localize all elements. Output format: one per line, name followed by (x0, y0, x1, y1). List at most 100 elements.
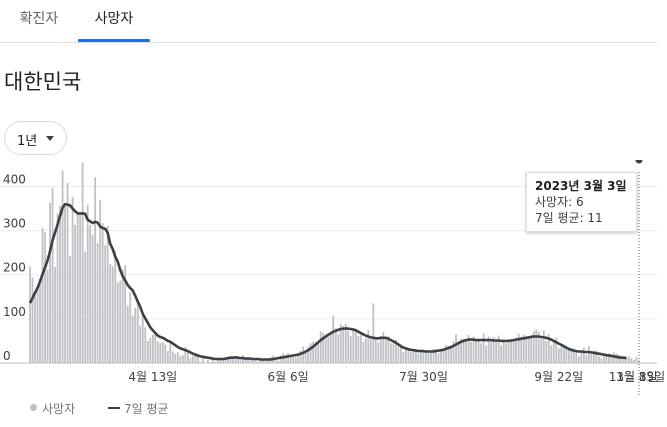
bar[interactable] (417, 353, 420, 363)
bar[interactable] (199, 361, 202, 363)
bar[interactable] (620, 356, 623, 363)
bar[interactable] (633, 359, 635, 363)
bar[interactable] (71, 197, 74, 363)
bar[interactable] (405, 347, 407, 363)
bar[interactable] (515, 337, 518, 363)
bar[interactable] (367, 329, 370, 363)
bar[interactable] (44, 231, 46, 363)
bar[interactable] (344, 323, 347, 363)
bar[interactable] (239, 360, 242, 363)
bar[interactable] (462, 338, 465, 363)
bar[interactable] (34, 295, 36, 363)
bar[interactable] (603, 355, 605, 363)
tab-cases[interactable]: 확진자 (19, 11, 59, 27)
bar[interactable] (169, 342, 172, 363)
bar[interactable] (555, 337, 558, 363)
bar[interactable] (141, 315, 144, 363)
bar[interactable] (309, 343, 312, 363)
bar[interactable] (304, 350, 307, 363)
bar[interactable] (156, 341, 159, 363)
bar[interactable] (41, 227, 44, 363)
bar[interactable] (527, 336, 530, 363)
bar[interactable] (522, 334, 525, 363)
bar[interactable] (334, 328, 337, 363)
bar[interactable] (46, 269, 49, 363)
bar[interactable] (505, 343, 508, 363)
bar[interactable] (477, 340, 480, 363)
bar[interactable] (480, 343, 483, 363)
bar[interactable] (81, 162, 84, 363)
bar[interactable] (154, 332, 157, 363)
bar[interactable] (359, 334, 362, 363)
bar[interactable] (565, 347, 568, 363)
bar[interactable] (249, 359, 252, 363)
bar[interactable] (347, 330, 350, 363)
bar[interactable] (407, 348, 410, 363)
bar[interactable] (625, 358, 628, 363)
bar[interactable] (628, 356, 630, 363)
bar[interactable] (222, 359, 224, 363)
bar[interactable] (227, 358, 229, 363)
bar[interactable] (567, 347, 570, 363)
bar[interactable] (374, 336, 377, 363)
bar[interactable] (485, 345, 488, 363)
bar[interactable] (166, 351, 169, 363)
bar[interactable] (339, 324, 342, 363)
bar[interactable] (525, 338, 528, 363)
bar[interactable] (229, 355, 232, 363)
bar[interactable] (327, 336, 330, 363)
bar[interactable] (202, 358, 204, 363)
bar[interactable] (136, 302, 139, 363)
bar[interactable] (595, 350, 598, 363)
bar[interactable] (191, 355, 194, 363)
bar[interactable] (114, 251, 117, 363)
bar[interactable] (116, 282, 119, 363)
bar[interactable] (337, 334, 340, 363)
bar[interactable] (630, 358, 633, 363)
bar[interactable] (542, 330, 545, 363)
bar[interactable] (124, 265, 127, 363)
bar[interactable] (252, 359, 254, 363)
bar[interactable] (279, 355, 282, 363)
bar[interactable] (400, 345, 402, 363)
bar[interactable] (597, 355, 600, 363)
bar[interactable] (186, 351, 189, 363)
hover-point[interactable] (635, 160, 643, 164)
bar[interactable] (445, 345, 447, 363)
bar[interactable] (54, 266, 56, 363)
bar[interactable] (29, 266, 31, 363)
bar[interactable] (307, 346, 310, 363)
bar[interactable] (109, 264, 112, 363)
bar[interactable] (450, 346, 452, 363)
bar[interactable] (126, 305, 129, 363)
bar[interactable] (623, 357, 625, 363)
bar[interactable] (440, 348, 442, 363)
bar[interactable] (149, 337, 152, 363)
bar[interactable] (618, 355, 620, 363)
bar[interactable] (277, 360, 280, 363)
bar[interactable] (84, 251, 87, 363)
bar[interactable] (212, 359, 214, 363)
bar[interactable] (475, 340, 478, 363)
bar[interactable] (575, 351, 578, 363)
bar[interactable] (174, 353, 177, 363)
bar[interactable] (207, 359, 209, 363)
bar[interactable] (224, 357, 227, 363)
bar[interactable] (392, 343, 395, 363)
bar[interactable] (312, 341, 315, 363)
bar[interactable] (217, 358, 219, 363)
bar[interactable] (357, 336, 360, 363)
bar[interactable] (537, 331, 540, 363)
bar[interactable] (394, 340, 397, 363)
bar[interactable] (194, 355, 197, 363)
bar[interactable] (487, 336, 490, 363)
bar[interactable] (329, 331, 332, 363)
bar[interactable] (284, 357, 287, 363)
bar[interactable] (94, 177, 97, 363)
bar[interactable] (465, 338, 467, 363)
bar[interactable] (532, 331, 535, 363)
bar[interactable] (129, 291, 132, 363)
bar[interactable] (452, 340, 455, 363)
bar[interactable] (292, 356, 295, 363)
bar[interactable] (159, 343, 162, 363)
